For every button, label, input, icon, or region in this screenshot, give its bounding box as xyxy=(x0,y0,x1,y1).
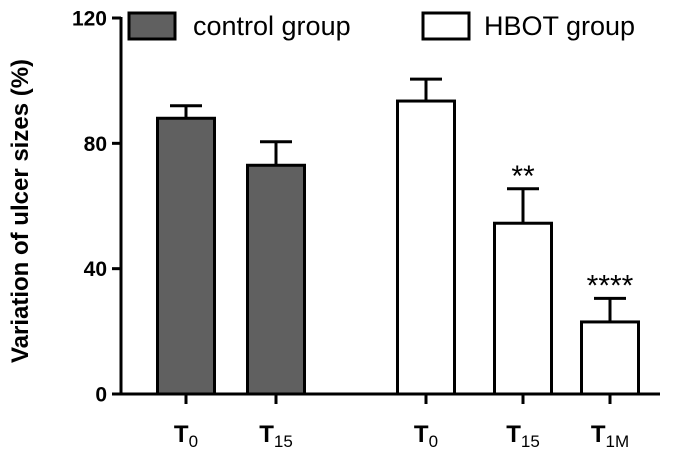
x-tick-label: T15 xyxy=(259,421,293,451)
legend-swatch xyxy=(127,11,177,41)
legend: control group HBOT group xyxy=(127,11,635,41)
bar xyxy=(580,320,640,396)
x-axis: T0 T15 T0 T15 T1M xyxy=(119,392,660,451)
bar xyxy=(396,99,456,396)
y-tick-label: 40 xyxy=(84,258,107,281)
x-tick-label: T0 xyxy=(414,421,438,451)
legend-swatch xyxy=(421,11,471,41)
y-tick-label: 0 xyxy=(95,384,107,407)
y-axis: 0 40 80 120 xyxy=(72,8,123,407)
bars: ****** xyxy=(156,77,640,396)
legend-label: control group xyxy=(193,11,351,41)
y-tick-label: 120 xyxy=(72,8,107,31)
x-tick-label: T1M xyxy=(591,421,629,451)
bar xyxy=(156,116,216,396)
y-axis-title: Variation of ulcer sizes (%) xyxy=(7,59,34,363)
x-tick-label: T15 xyxy=(506,421,540,451)
significance-label: ** xyxy=(511,160,535,193)
y-tick-label: 80 xyxy=(84,133,107,156)
bar xyxy=(493,221,553,396)
x-tick-label: T0 xyxy=(174,421,198,451)
legend-label: HBOT group xyxy=(484,11,635,41)
bar xyxy=(246,163,306,396)
significance-label: **** xyxy=(587,269,634,302)
